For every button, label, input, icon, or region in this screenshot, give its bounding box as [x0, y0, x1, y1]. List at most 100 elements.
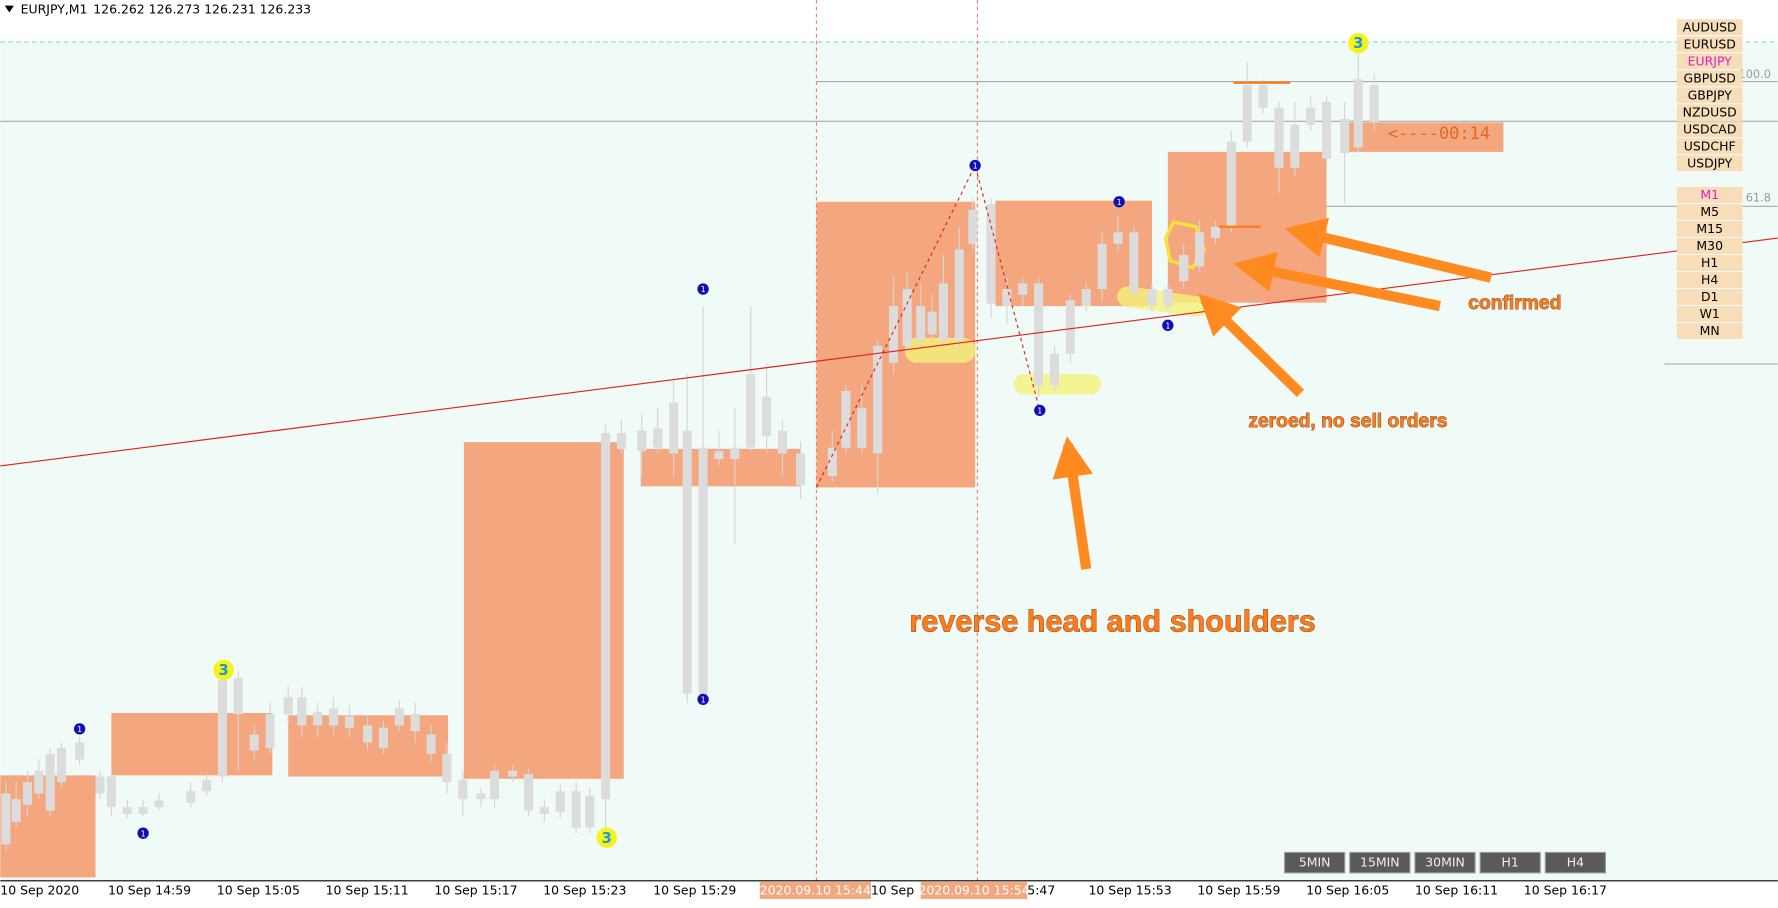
period-button[interactable]: 30MIN: [1425, 855, 1465, 870]
candle-body: [1002, 289, 1012, 307]
candle-body: [329, 708, 339, 726]
panel-button[interactable]: NZDUSD: [1683, 104, 1737, 119]
candle-body: [22, 782, 33, 805]
panel-button-bg[interactable]: [1676, 70, 1743, 87]
panel-button[interactable]: W1: [1700, 306, 1720, 321]
panel-button-bg[interactable]: [1676, 272, 1743, 288]
candle-body: [1129, 232, 1139, 293]
candle-body: [1369, 85, 1379, 123]
candle-body: [297, 697, 307, 726]
panel-button-bg[interactable]: [1676, 121, 1743, 138]
candle-body: [122, 807, 132, 814]
signals: 3 3 3 1 1 1 1 1 1 1 1: [73, 32, 1369, 848]
panel-button[interactable]: D1: [1701, 289, 1719, 304]
panel-button[interactable]: H4: [1701, 272, 1718, 287]
candle-body: [265, 714, 275, 749]
time-marker-bg: [759, 881, 871, 899]
panel-button[interactable]: H1: [1701, 255, 1718, 270]
panel-button-bg[interactable]: [1676, 36, 1743, 53]
signal-dot: [73, 723, 86, 735]
side-panel: AUDUSD EURUSD EURJPY GBPUSD GBPJPY NZDUSD USDC…: [1676, 19, 1743, 339]
panel-button-bg[interactable]: [1676, 138, 1743, 155]
time-marker-bg: [920, 881, 1028, 899]
period-button-bg[interactable]: [1349, 851, 1411, 874]
x-tick-label: 10 Sep 16:17: [1524, 882, 1607, 897]
panel-button[interactable]: M30: [1696, 238, 1723, 253]
signal-label: 1: [77, 725, 82, 734]
panel-button-bg[interactable]: [1676, 187, 1743, 203]
candle-body: [873, 345, 883, 454]
candle-body: [249, 734, 259, 751]
panel-button[interactable]: EURJPY: [1688, 53, 1733, 68]
candle-body: [916, 306, 926, 341]
panel-button-bg[interactable]: [1676, 306, 1743, 322]
candle-body: [1195, 232, 1205, 267]
candle-body: [202, 779, 212, 792]
period-button[interactable]: H4: [1567, 855, 1584, 870]
panel-button-bg[interactable]: [1676, 19, 1743, 36]
panel-button-bg[interactable]: [1676, 104, 1743, 121]
candle-body: [698, 447, 708, 694]
candle-body: [954, 249, 964, 341]
candle-body: [11, 799, 21, 822]
x-axis-labels: 10 Sep 2020 10 Sep 14:59 10 Sep 15:05 10 Se…: [0, 881, 1607, 899]
candle-body: [1081, 289, 1091, 307]
period-button[interactable]: H1: [1502, 855, 1519, 870]
candle-body: [1290, 124, 1300, 168]
panel-button[interactable]: GBPJPY: [1688, 87, 1733, 102]
panel-button-bg[interactable]: [1676, 204, 1743, 220]
countdown: <----00:14: [1388, 124, 1490, 144]
period-button-bg[interactable]: [1284, 851, 1346, 874]
period-button[interactable]: 5MIN: [1299, 855, 1331, 870]
candle-body: [777, 430, 787, 454]
x-tick-label: 10 Sep 16:11: [1415, 882, 1498, 897]
panel-button-bg[interactable]: [1676, 53, 1743, 70]
candle-body: [1322, 102, 1332, 159]
period-button-bg[interactable]: [1479, 851, 1541, 874]
signal-label: 1: [141, 829, 146, 838]
panel-button[interactable]: USDCHF: [1684, 138, 1736, 153]
candle-body: [1065, 300, 1075, 354]
candle-body: [927, 311, 937, 335]
annotation: confirmed: [1468, 293, 1561, 314]
panel-button-bg[interactable]: [1676, 221, 1743, 237]
panel-button[interactable]: USDJPY: [1687, 155, 1733, 170]
signal-dot: [1113, 196, 1125, 208]
annotation: zeroed, no sell orders: [1248, 411, 1447, 432]
candle-body: [1018, 283, 1028, 295]
period-button-bg[interactable]: [1414, 851, 1476, 874]
panel-button[interactable]: GBPUSD: [1684, 70, 1736, 85]
collapse-icon[interactable]: [4, 5, 14, 13]
panel-button[interactable]: MN: [1700, 323, 1720, 338]
panel-button[interactable]: M5: [1700, 204, 1719, 219]
period-button-bg[interactable]: [1544, 851, 1606, 874]
panel-button[interactable]: AUDUSD: [1683, 19, 1737, 34]
panel-button-bg[interactable]: [1676, 238, 1743, 254]
candle-body: [154, 800, 164, 808]
panel-button-bg[interactable]: [1676, 323, 1743, 339]
candle-body: [344, 716, 354, 728]
candle-body: [730, 447, 740, 460]
x-tick-label: 10 Sep 15:05: [217, 882, 300, 897]
panel-button[interactable]: USDCAD: [1683, 121, 1736, 136]
panel-button[interactable]: M15: [1696, 221, 1723, 236]
candle-body: [106, 776, 116, 808]
panel-button[interactable]: M1: [1700, 187, 1719, 202]
candle-body: [714, 451, 724, 460]
candle-body: [796, 453, 806, 486]
panel-button-bg[interactable]: [1676, 155, 1743, 172]
panel-button-bg[interactable]: [1676, 87, 1743, 104]
panel-button-bg[interactable]: [1676, 289, 1743, 305]
candle-body: [217, 680, 227, 777]
panel-button-bg[interactable]: [1676, 255, 1743, 271]
signal-dot: [596, 827, 617, 848]
arrows: [1052, 217, 1493, 570]
signal-dot: [697, 693, 709, 706]
panel-button[interactable]: EURUSD: [1684, 36, 1736, 51]
candle-body: [1306, 107, 1316, 125]
period-button[interactable]: 15MIN: [1360, 855, 1400, 870]
candle-body: [394, 708, 404, 726]
candles: [1, 51, 1379, 851]
candle-body: [1034, 283, 1044, 386]
candle-body: [442, 753, 452, 783]
